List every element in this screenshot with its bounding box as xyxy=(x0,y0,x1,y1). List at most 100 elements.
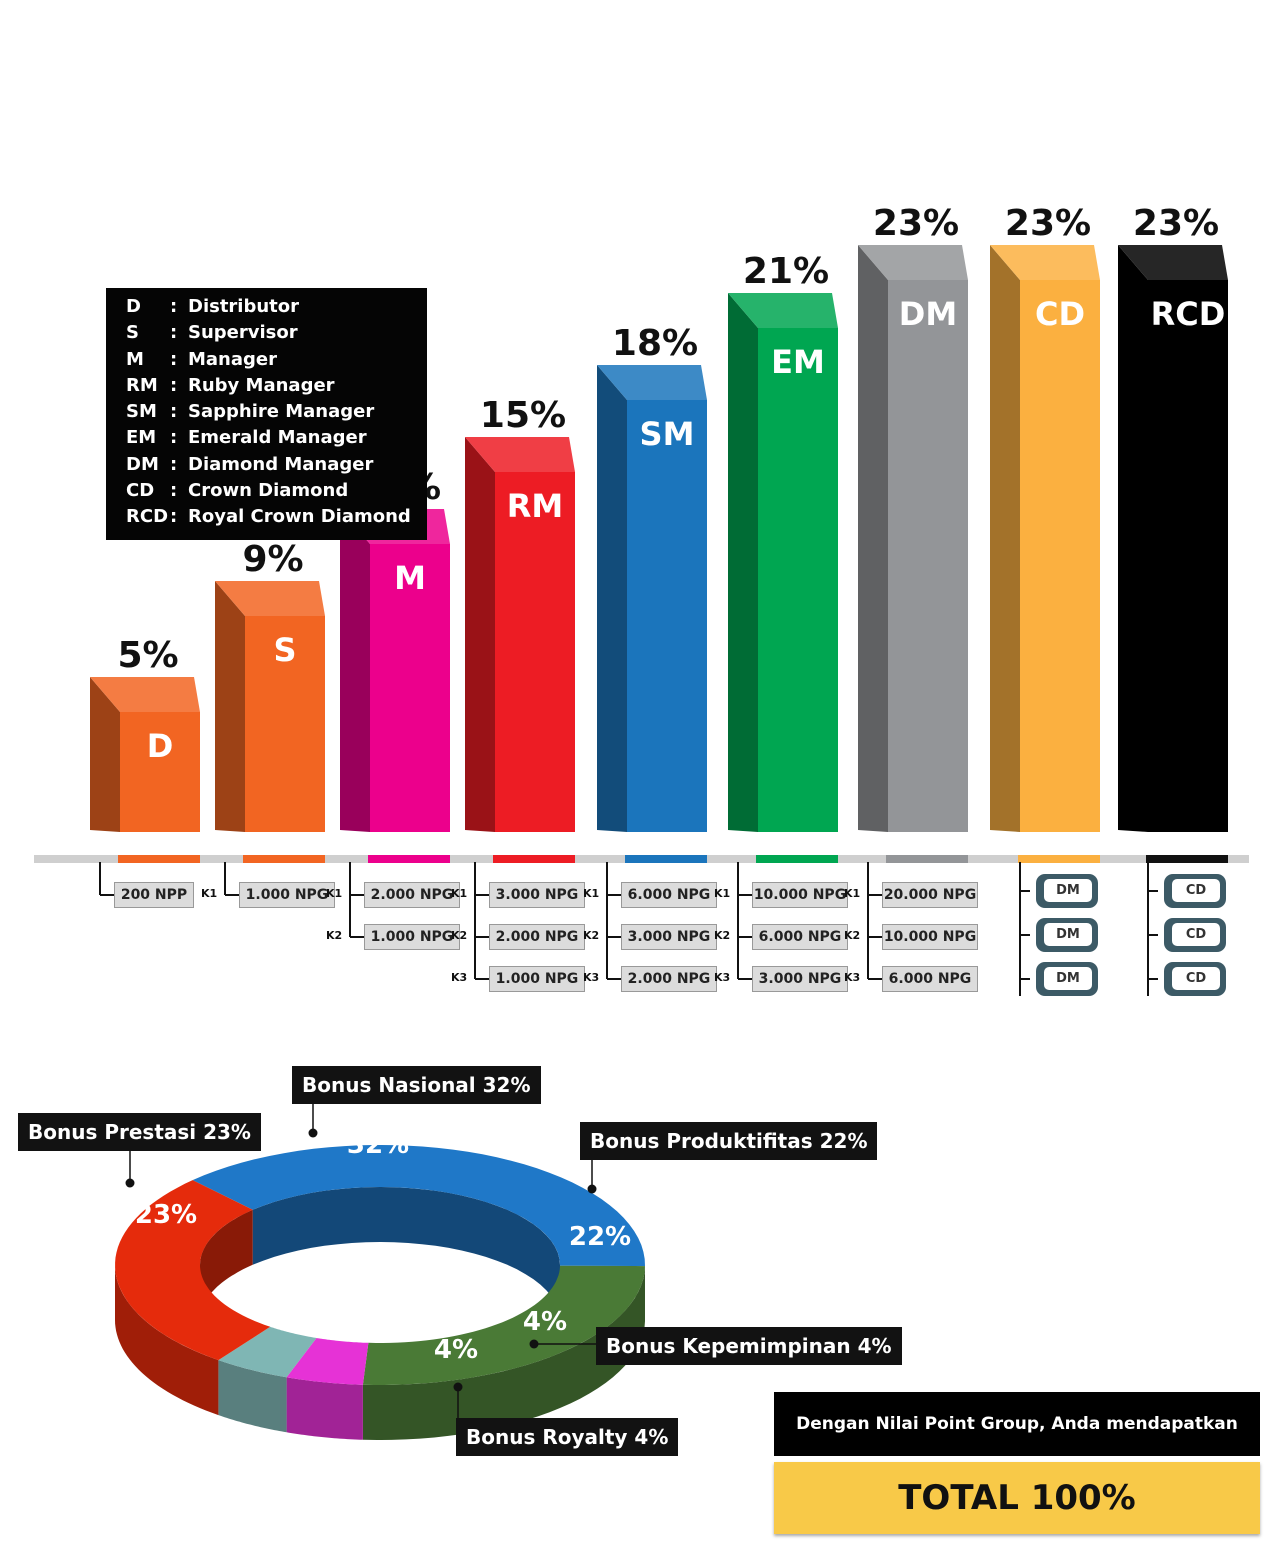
level-key: K3 xyxy=(844,971,861,984)
bar-top xyxy=(858,245,968,280)
donut-slice xyxy=(218,1326,317,1378)
legend-row: DM: Diamond Manager xyxy=(126,452,427,478)
requirement-box: 2.000 NPG xyxy=(621,966,717,992)
legend-name: Ruby Manager xyxy=(188,374,335,396)
level-key: K3 xyxy=(583,971,600,984)
level-key: K2 xyxy=(326,929,343,942)
callout-dot xyxy=(453,1382,463,1392)
legend-box: D: Distributor S: Supervisor M: Manager RM:… xyxy=(106,288,427,540)
rank-badge-label: CD xyxy=(1172,923,1220,946)
total-banner: TOTAL 100% xyxy=(774,1462,1260,1534)
bar-rm: RM 15% xyxy=(465,395,575,832)
strip-segment-cd xyxy=(1018,855,1100,863)
requirement-box: 6.000 NPG xyxy=(752,924,848,950)
legend-row: S: Supervisor xyxy=(126,320,427,346)
bar-side xyxy=(858,245,888,832)
value-label: 23% xyxy=(873,203,959,244)
bar-dm: DM 23% xyxy=(858,203,968,832)
strip-segment-dm xyxy=(886,855,968,863)
legend-abbr: D xyxy=(126,296,141,317)
rank-badge-label: CD xyxy=(1172,967,1220,990)
value-label: 5% xyxy=(117,635,178,676)
bar-front xyxy=(370,544,450,832)
level-key: K1 xyxy=(201,887,218,900)
strip-segment-d xyxy=(118,855,200,863)
strip-segment-m xyxy=(368,855,450,863)
legend-name: Distributor xyxy=(188,296,300,317)
bar-side xyxy=(215,581,245,832)
level-key: K1 xyxy=(451,887,468,900)
slice-callout: Bonus Produktifitas 22% xyxy=(580,1122,878,1160)
bar-chart: D5%S9%M12%RM15%SM18%EM21%DM23%CD23%RCD23… xyxy=(34,203,1249,996)
legend-row: SM: Sapphire Manager xyxy=(126,399,427,425)
legend-name: Supervisor xyxy=(188,322,298,344)
bar-side xyxy=(990,245,1020,832)
rank-badge-label: DM xyxy=(1044,923,1092,946)
value-label: 23% xyxy=(1133,203,1219,244)
bar-top xyxy=(465,437,575,472)
bar-side xyxy=(728,293,758,832)
requirement-box: 2.000 NPG xyxy=(364,882,460,908)
legend-abbr: RCD xyxy=(126,506,169,528)
value-label: 15% xyxy=(480,395,566,436)
requirement-box: 3.000 NPG xyxy=(752,966,848,992)
bar-top xyxy=(990,245,1100,280)
legend-name: Diamond Manager xyxy=(188,453,374,475)
value-label: 18% xyxy=(612,323,698,364)
bar-top xyxy=(1118,245,1228,280)
legend-row: EM: Emerald Manager xyxy=(126,425,427,451)
rank-badge: CD xyxy=(1164,962,1226,996)
donut-side-wall xyxy=(286,1377,363,1440)
bar-d: D 5% xyxy=(90,635,200,832)
bar-s: S 9% xyxy=(215,539,325,832)
bar-top xyxy=(597,365,707,400)
slice-label: 4% xyxy=(523,1307,567,1337)
legend-name: Crown Diamond xyxy=(188,480,349,502)
strip-segment-s xyxy=(243,855,325,863)
donut-slice xyxy=(115,1180,271,1361)
legend-colon: : xyxy=(170,427,178,449)
bar-cd: CD 23% xyxy=(990,203,1100,832)
level-key: K3 xyxy=(714,971,731,984)
strip-segment-rm xyxy=(493,855,575,863)
bar-side xyxy=(597,365,627,832)
requirement-box: 3.000 NPG xyxy=(489,882,585,908)
rank-badge: DM xyxy=(1036,918,1098,952)
bar-front xyxy=(1148,280,1228,832)
legend-row: RM: Ruby Manager xyxy=(126,373,427,399)
requirement-box: 3.000 NPG xyxy=(621,924,717,950)
requirement-box: 20.000 NPG xyxy=(882,882,978,908)
bar-label: RM xyxy=(507,487,563,525)
legend-abbr: EM xyxy=(126,427,157,449)
donut-slice xyxy=(192,1145,645,1267)
level-key: K2 xyxy=(844,929,861,942)
slice-callout: Bonus Kepemimpinan 4% xyxy=(596,1327,902,1365)
legend-abbr: DM xyxy=(126,453,159,475)
slice-label: 22% xyxy=(569,1222,631,1252)
legend-name: Royal Crown Diamond xyxy=(188,506,411,528)
level-key: K2 xyxy=(583,929,600,942)
legend-row: CD: Crown Diamond xyxy=(126,478,427,504)
value-label: 9% xyxy=(242,539,303,580)
legend-abbr: S xyxy=(126,322,139,344)
legend-abbr: SM xyxy=(126,401,157,423)
requirement-box: 1.000 NPG xyxy=(364,924,460,950)
legend-colon: : xyxy=(170,374,178,396)
requirement-box: 2.000 NPG xyxy=(489,924,585,950)
bar-front xyxy=(758,328,838,832)
rank-badge: DM xyxy=(1036,874,1098,908)
bar-side xyxy=(340,509,370,832)
legend-colon: : xyxy=(170,506,178,528)
donut-side-wall xyxy=(362,1266,645,1440)
level-key: K1 xyxy=(583,887,600,900)
bar-top xyxy=(728,293,838,328)
strip-segment-sm xyxy=(625,855,707,863)
slice-callout: Bonus Nasional 32% xyxy=(292,1066,541,1104)
bar-label: D xyxy=(147,727,174,765)
bar-top xyxy=(215,581,325,616)
legend-colon: : xyxy=(170,296,178,317)
legend-abbr: M xyxy=(126,348,144,370)
level-key: K1 xyxy=(326,887,343,900)
donut-slice xyxy=(286,1338,369,1385)
